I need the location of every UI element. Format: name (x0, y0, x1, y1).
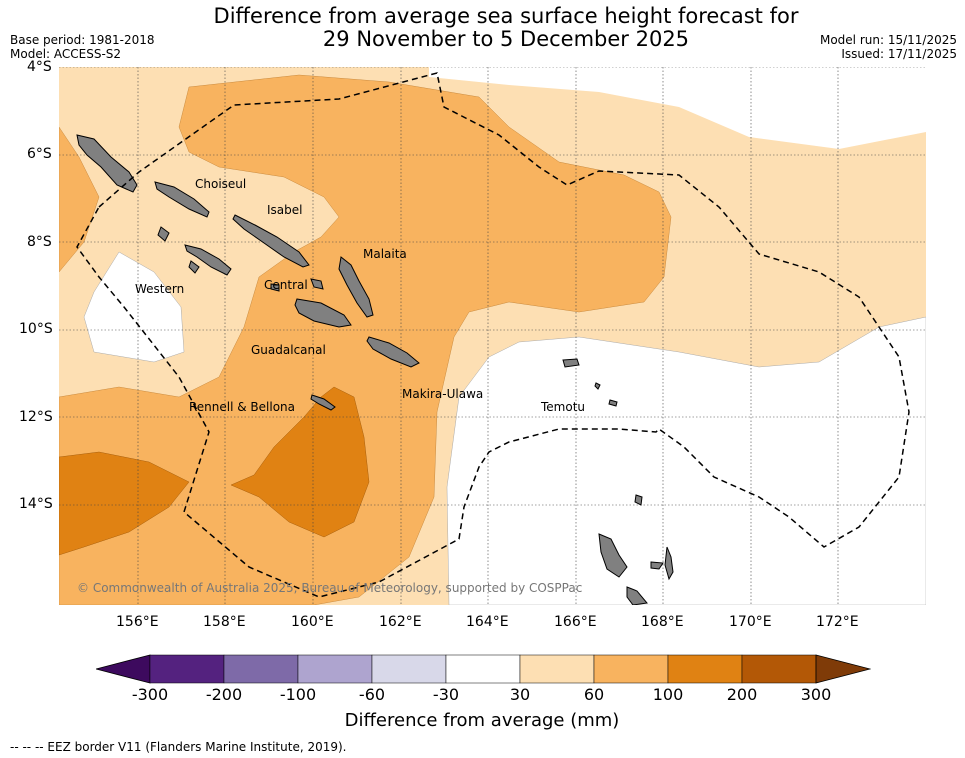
rendova-island (188, 260, 200, 274)
anomaly-100-200-area-central (230, 386, 370, 538)
espiritu-santo-island (598, 533, 628, 578)
anomaly-100-200-area-west (59, 451, 190, 556)
issued-date: Issued: 17/11/2025 (841, 47, 957, 61)
colorbar-label-60: 60 (583, 685, 605, 704)
florida-islands (310, 278, 324, 290)
malaita-island (338, 256, 374, 318)
title-line-1: Difference from average sea surface heig… (213, 4, 799, 28)
vanikoro-island (608, 399, 618, 407)
region-label-rennell-bellona: Rennell & Bellona (189, 400, 295, 414)
colorbar-label-30: 30 (509, 685, 531, 704)
colorbar-swatch (297, 654, 373, 684)
guadalcanal-island (294, 298, 352, 328)
colorbar-label-neg100: -100 (279, 685, 317, 704)
santa-cruz-island (562, 358, 580, 368)
forecast-map: Choiseul Isabel Malaita Western Central … (59, 67, 926, 605)
lat-label-12s: 12°S (19, 409, 53, 425)
lon-label-156e: 156°E (116, 614, 159, 630)
colorbar-label-200: 200 (726, 685, 758, 704)
colorbar-label-300: 300 (800, 685, 832, 704)
model-run: Model run: 15/11/2025 (819, 33, 957, 47)
colorbar-swatch (519, 654, 595, 684)
region-label-temotu: Temotu (540, 400, 585, 414)
colorbar-extension-high (815, 654, 871, 684)
ambae-island (650, 561, 664, 570)
lon-label-162e: 162°E (379, 614, 422, 630)
lon-label-172e: 172°E (816, 614, 859, 630)
lon-label-166e: 166°E (554, 614, 597, 630)
colorbar-label-neg30: -30 (432, 685, 460, 704)
region-label-makira-ulawa: Makira-Ulawa (402, 387, 483, 401)
colorbar-swatch (223, 654, 299, 684)
copyright-notice: © Commonwealth of Australia 2025, Bureau… (77, 581, 582, 595)
rennell-island (310, 394, 336, 411)
base-period: Base period: 1981-2018 (10, 33, 155, 47)
malekula-island (626, 586, 648, 605)
land-masses (76, 134, 674, 605)
model-name: Model: ACCESS-S2 (10, 47, 122, 61)
colorbar-label-neg60: -60 (358, 685, 386, 704)
colorbar-swatch (445, 654, 521, 684)
colorbar-label-100: 100 (652, 685, 684, 704)
choiseul-island (154, 181, 210, 218)
region-label-isabel: Isabel (267, 203, 302, 217)
lon-label-158e: 158°E (203, 614, 246, 630)
anomaly-60-100-area (59, 74, 672, 605)
banks-islands (634, 494, 643, 506)
colorbar (96, 654, 871, 684)
region-label-central: Central (264, 278, 308, 292)
utupua-island (594, 382, 601, 390)
eez-border (76, 72, 910, 598)
makira-island (366, 336, 420, 368)
colorbar-label-neg200: -200 (205, 685, 243, 704)
region-label-choiseul: Choiseul (195, 177, 246, 191)
colorbar-swatch (371, 654, 447, 684)
region-label-guadalcanal: Guadalcanal (251, 343, 326, 357)
lon-label-160e: 160°E (291, 614, 334, 630)
anomaly-neutral-area-west (83, 251, 185, 363)
lon-label-168e: 168°E (641, 614, 684, 630)
lon-label-170e: 170°E (729, 614, 772, 630)
bougainville-island (76, 134, 138, 193)
colorbar-title: Difference from average (mm) (344, 710, 620, 731)
region-label-malaita: Malaita (363, 247, 407, 261)
lat-label-10s: 10°S (19, 321, 53, 337)
lat-label-4s: 4°S (27, 59, 52, 75)
colorbar-swatch (149, 654, 225, 684)
colorbar-swatch (741, 654, 817, 684)
russell-islands (270, 283, 280, 292)
vella-lavella-island (157, 226, 170, 242)
pentecost-island (664, 546, 674, 581)
new-georgia-island (184, 244, 232, 276)
grid-lines (59, 67, 926, 605)
colorbar-swatch (667, 654, 743, 684)
colorbar-extension-low (96, 654, 151, 684)
anomaly-neutral-area-north (429, 67, 926, 149)
eez-border-legend: -- -- -- EEZ border V11 (Flanders Marine… (10, 740, 347, 754)
lat-label-6s: 6°S (27, 146, 52, 162)
region-label-western: Western (135, 282, 184, 296)
colorbar-swatch (593, 654, 669, 684)
anomaly-neutral-area-east (446, 316, 926, 605)
lat-label-14s: 14°S (19, 496, 53, 512)
lat-label-8s: 8°S (27, 234, 52, 250)
isabel-island (232, 214, 310, 268)
colorbar-label-neg300: -300 (131, 685, 169, 704)
title-line-2: 29 November to 5 December 2025 (322, 27, 690, 51)
lon-label-164e: 164°E (466, 614, 509, 630)
